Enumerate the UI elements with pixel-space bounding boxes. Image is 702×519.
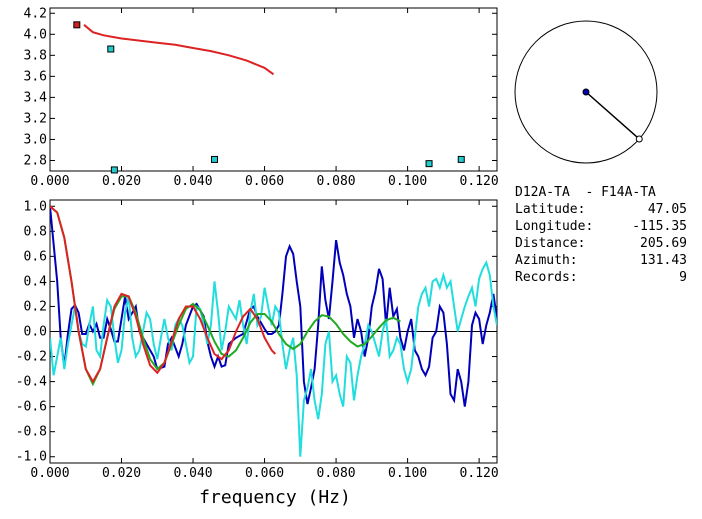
top-ytick-label: 4.2 bbox=[24, 6, 47, 21]
bottom-ytick-label: 1.0 bbox=[24, 199, 47, 214]
top-ytick-label: 3.8 bbox=[24, 48, 47, 63]
info-row: Longitude: -115.35 bbox=[515, 218, 687, 235]
top-ytick-label: 3.2 bbox=[24, 111, 47, 126]
bottom-ytick-label: -0.4 bbox=[16, 375, 47, 390]
top-frame bbox=[49, 7, 498, 172]
top-xtick-label: 0.120 bbox=[460, 174, 499, 189]
top-data-point bbox=[107, 45, 115, 53]
top-data-point bbox=[210, 155, 218, 163]
top-xtick-label: 0.060 bbox=[245, 174, 284, 189]
top-ytick-label: 4.0 bbox=[24, 27, 47, 42]
top-xtick-label: 0.100 bbox=[388, 174, 427, 189]
top-ytick-label: 3.0 bbox=[24, 132, 47, 147]
station-pair-title: D12A-TA - F14A-TA bbox=[515, 185, 656, 200]
bottom-series-line bbox=[50, 206, 497, 407]
bottom-xtick-label: 0.000 bbox=[30, 466, 69, 481]
info-key: Records: bbox=[515, 270, 578, 285]
top-velocity-plot: 0.000 0.020 0.040 0.060 0.080 0.100 0.120 2.8 3.… bbox=[24, 6, 499, 189]
info-row: Azimuth: 131.43 bbox=[515, 252, 687, 269]
bottom-xtick-label: 0.100 bbox=[388, 466, 427, 481]
bottom-coherence-plot: 0.000 0.020 0.040 0.060 0.080 0.100 0.120 -1.0 -… bbox=[16, 199, 499, 481]
station-dot bbox=[582, 88, 590, 96]
top-data-point bbox=[425, 160, 433, 168]
top-ytick-label: 2.8 bbox=[24, 153, 47, 168]
top-ytick-label: 3.4 bbox=[24, 90, 48, 105]
info-key: Latitude: bbox=[515, 202, 586, 217]
top-ytick-label: 3.6 bbox=[24, 69, 47, 84]
info-key: Azimuth: bbox=[515, 253, 578, 268]
info-value: 131.43 bbox=[640, 253, 687, 268]
bottom-xtick-label: 0.060 bbox=[245, 466, 284, 481]
bottom-series-line bbox=[50, 205, 277, 384]
info-value: 9 bbox=[679, 270, 687, 285]
info-value: 47.05 bbox=[647, 202, 687, 217]
info-value: -115.35 bbox=[632, 219, 687, 234]
top-xtick-label: 0.000 bbox=[30, 174, 69, 189]
bottom-ytick-label: 0.4 bbox=[24, 274, 48, 289]
top-data-point bbox=[73, 21, 81, 29]
bottom-series-line bbox=[50, 260, 497, 457]
bottom-ytick-label: 0.2 bbox=[24, 299, 47, 314]
bottom-ytick-label: 0.8 bbox=[24, 224, 47, 239]
azimuth-compass bbox=[514, 20, 658, 164]
top-xtick-label: 0.040 bbox=[173, 174, 212, 189]
bottom-xtick-label: 0.120 bbox=[460, 466, 499, 481]
top-data-point bbox=[110, 166, 118, 174]
bottom-ytick-label: 0.6 bbox=[24, 249, 47, 264]
info-row: Records: 9 bbox=[515, 269, 687, 286]
x-axis-label: frequency (Hz) bbox=[199, 487, 351, 508]
bottom-ytick-label: -0.6 bbox=[16, 400, 47, 415]
bottom-xtick-label: 0.020 bbox=[102, 466, 141, 481]
top-xtick-label: 0.020 bbox=[102, 174, 141, 189]
bottom-xtick-label: 0.040 bbox=[173, 466, 212, 481]
top-series-line bbox=[83, 24, 275, 76]
info-value: 205.69 bbox=[640, 236, 687, 251]
azimuth-line bbox=[585, 91, 640, 140]
info-key: Distance: bbox=[515, 236, 586, 251]
bottom-ytick-label: -1.0 bbox=[16, 450, 47, 465]
top-xtick-label: 0.080 bbox=[317, 174, 356, 189]
top-data-point bbox=[457, 155, 465, 163]
info-key: Longitude: bbox=[515, 219, 594, 234]
bottom-ytick-label: 0.0 bbox=[24, 325, 47, 340]
info-row: Latitude: 47.05 bbox=[515, 201, 687, 218]
bottom-ytick-label: -0.8 bbox=[16, 425, 47, 440]
target-dot bbox=[635, 135, 643, 143]
bottom-xtick-label: 0.080 bbox=[317, 466, 356, 481]
compass-circle bbox=[514, 20, 658, 164]
bottom-ytick-label: -0.2 bbox=[16, 350, 47, 365]
info-row: Distance: 205.69 bbox=[515, 235, 687, 252]
